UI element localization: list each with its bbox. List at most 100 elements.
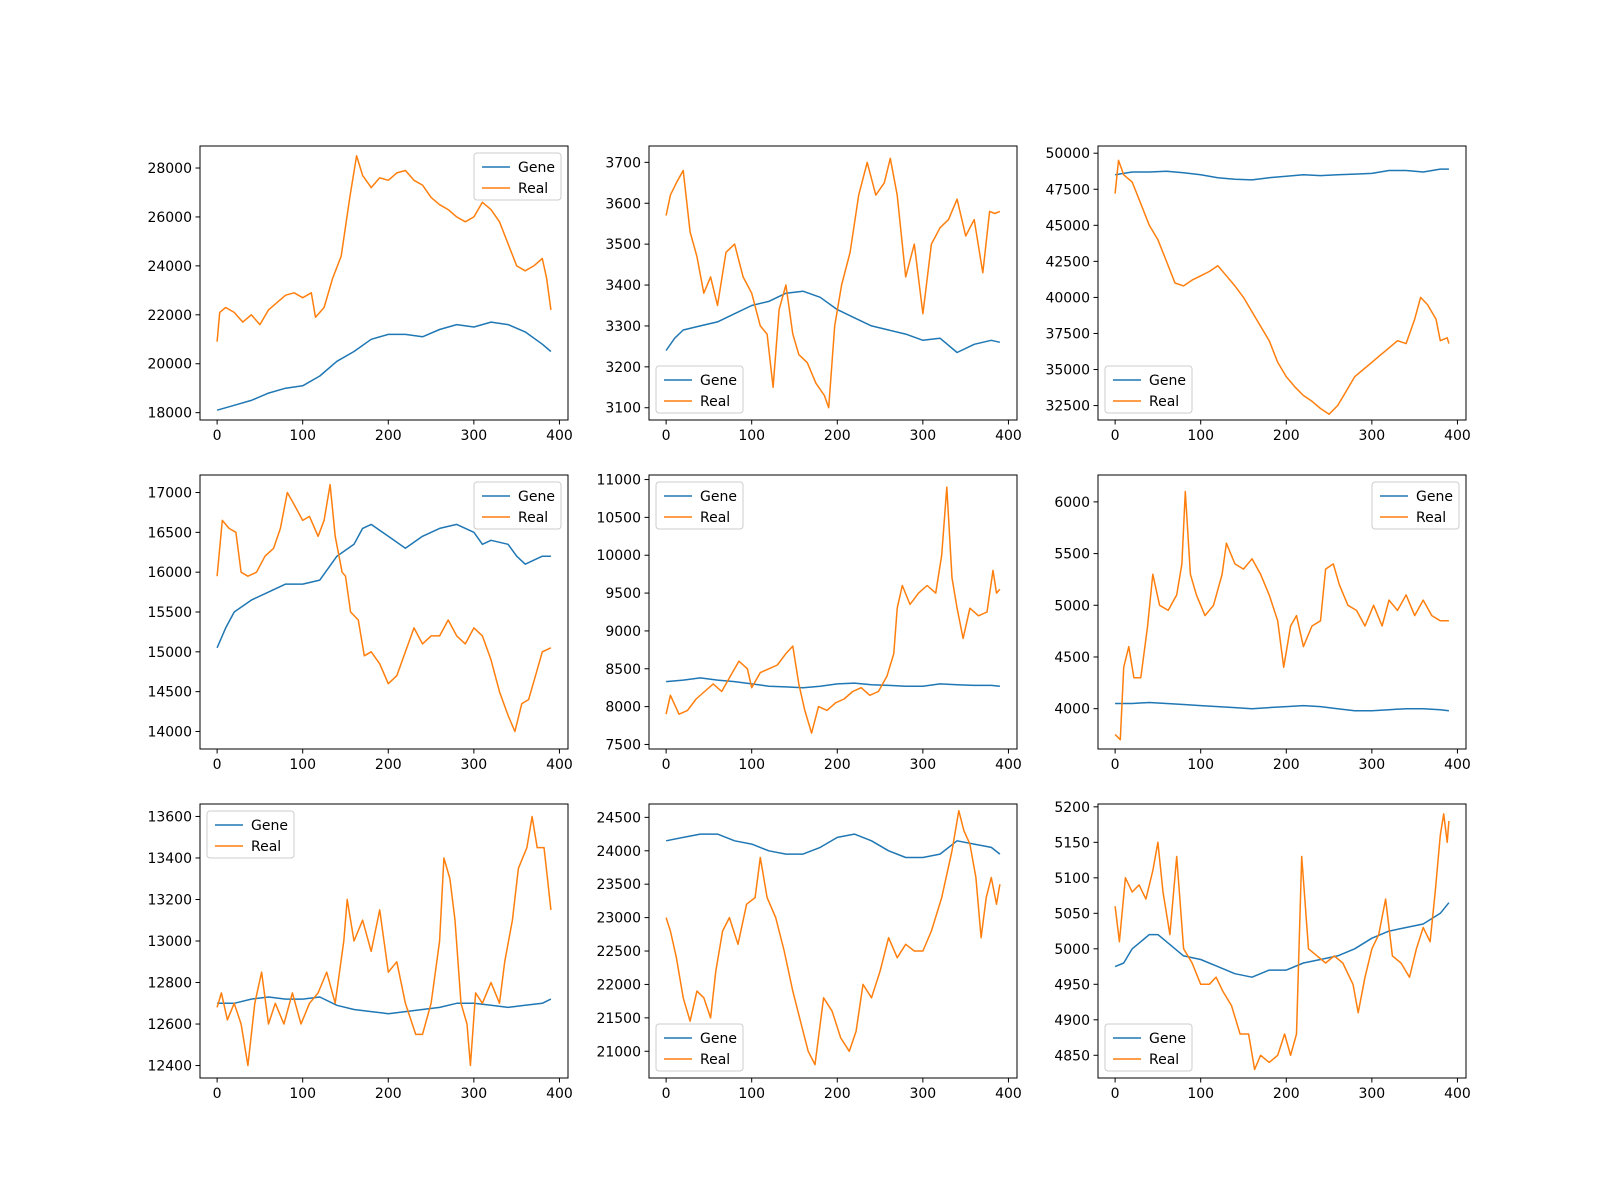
legend: Gene Real <box>1104 1023 1193 1072</box>
x-tick-label: 400 <box>995 428 1022 444</box>
legend: Gene Real <box>206 810 295 859</box>
x-tick-label: 400 <box>1444 1086 1471 1102</box>
legend-label-real: Real <box>1416 510 1446 526</box>
x-tick-label: 300 <box>1358 757 1385 773</box>
subplot-9: 0 100 200 300 400 4850 4900 4950 5000 5050 5100 515… <box>1054 800 1470 1102</box>
y-tick-label: 4900 <box>1054 1013 1090 1029</box>
y-tick-label: 22000 <box>147 308 192 324</box>
x-tick-label: 200 <box>375 1086 402 1102</box>
y-tick-label: 5200 <box>1054 800 1090 816</box>
series-line-gene <box>665 290 1001 354</box>
series-line-real <box>665 157 1001 409</box>
y-tick-label: 3600 <box>605 196 641 212</box>
y-tick-label: 32500 <box>1045 399 1090 415</box>
y-tick-label: 3500 <box>605 237 641 253</box>
x-tick-label: 300 <box>460 757 487 773</box>
x-tick-label: 0 <box>213 428 222 444</box>
legend-label-real: Real <box>1149 394 1179 410</box>
series-line-gene <box>216 321 552 411</box>
legend-label-real: Real <box>700 1052 730 1068</box>
y-tick-label: 5000 <box>1054 942 1090 958</box>
y-tick-label: 26000 <box>147 210 192 226</box>
x-tick-label: 400 <box>546 1086 573 1102</box>
y-tick-label: 5150 <box>1054 835 1090 851</box>
axes-frame <box>648 803 1018 1079</box>
series-line-real <box>1114 813 1450 1071</box>
y-tick-label: 3400 <box>605 278 641 294</box>
y-tick-label: 50000 <box>1045 146 1090 162</box>
x-tick-label: 400 <box>995 757 1022 773</box>
legend: Gene Real <box>1104 365 1193 414</box>
y-tick-label: 45000 <box>1045 218 1090 234</box>
y-tick-label: 24500 <box>596 810 641 826</box>
series-line-real <box>1114 159 1450 415</box>
x-tick-label: 200 <box>824 1086 851 1102</box>
y-tick-label: 6000 <box>1054 495 1090 511</box>
x-tick-label: 200 <box>375 757 402 773</box>
y-tick-label: 21000 <box>596 1044 641 1060</box>
subplot-7: 0 100 200 300 400 12400 12600 12800 13000 13200 13… <box>147 803 573 1102</box>
y-tick-label: 24000 <box>147 259 192 275</box>
legend: Gene Real <box>1371 481 1460 530</box>
x-tick-label: 0 <box>1111 757 1120 773</box>
y-tick-label: 5500 <box>1054 547 1090 563</box>
y-tick-label: 8000 <box>605 700 641 716</box>
x-tick-label: 100 <box>738 428 765 444</box>
y-tick-label: 4000 <box>1054 702 1090 718</box>
x-tick-label: 200 <box>824 757 851 773</box>
x-tick-label: 300 <box>460 1086 487 1102</box>
subplot-6: 0 100 200 300 400 4000 4500 5000 5500 6000 Gene Rea… <box>1054 474 1471 773</box>
x-tick-label: 100 <box>289 1086 316 1102</box>
y-tick-label: 35000 <box>1045 363 1090 379</box>
x-tick-label: 400 <box>995 1086 1022 1102</box>
x-tick-label: 100 <box>738 757 765 773</box>
x-tick-label: 300 <box>1358 1086 1385 1102</box>
y-tick-label: 15500 <box>147 605 192 621</box>
x-tick-label: 300 <box>909 428 936 444</box>
legend-label-gene: Gene <box>700 373 737 389</box>
x-tick-label: 0 <box>662 757 671 773</box>
legend-label-gene: Gene <box>518 489 555 505</box>
y-tick-label: 14000 <box>147 724 192 740</box>
x-tick-label: 200 <box>1273 1086 1300 1102</box>
legend-label-real: Real <box>700 394 730 410</box>
series-line-gene <box>1114 168 1449 181</box>
y-tick-label: 16500 <box>147 525 192 541</box>
y-tick-label: 10500 <box>596 510 641 526</box>
series-line-gene <box>217 996 552 1015</box>
series-line-real <box>665 809 1001 1066</box>
axes-frame <box>199 145 569 421</box>
legend-label-gene: Gene <box>1149 373 1186 389</box>
series-line-gene <box>1114 902 1450 978</box>
axes-frame <box>648 474 1018 750</box>
series-line-gene <box>665 833 1001 859</box>
subplot-8: 0 100 200 300 400 21000 21500 22000 22500 23000 23… <box>596 803 1022 1102</box>
y-tick-label: 12400 <box>147 1059 192 1075</box>
y-tick-label: 12600 <box>147 1017 192 1033</box>
y-tick-label: 14500 <box>147 685 192 701</box>
x-tick-label: 200 <box>1273 428 1300 444</box>
y-tick-label: 23000 <box>596 911 641 927</box>
y-tick-label: 13200 <box>147 892 192 908</box>
y-tick-label: 5050 <box>1054 906 1090 922</box>
y-tick-label: 9000 <box>605 624 641 640</box>
x-tick-label: 400 <box>546 428 573 444</box>
y-tick-label: 16000 <box>147 565 192 581</box>
subplot-5: 0 100 200 300 400 7500 8000 8500 9000 9500 10000 10… <box>596 473 1021 773</box>
y-tick-label: 13400 <box>147 851 192 867</box>
y-tick-label: 40000 <box>1045 290 1090 306</box>
x-tick-label: 100 <box>1187 428 1214 444</box>
series-line-real <box>665 486 1001 734</box>
axes-frame <box>1097 145 1467 421</box>
y-tick-label: 37500 <box>1045 326 1090 342</box>
legend-label-gene: Gene <box>518 160 555 176</box>
y-tick-label: 3200 <box>605 360 641 376</box>
legend-label-real: Real <box>1149 1052 1179 1068</box>
y-tick-label: 42500 <box>1045 254 1090 270</box>
x-tick-label: 200 <box>1273 757 1300 773</box>
legend: Gene Real <box>473 152 562 201</box>
x-tick-label: 100 <box>738 1086 765 1102</box>
legend: Gene Real <box>655 365 744 414</box>
x-tick-label: 100 <box>289 757 316 773</box>
